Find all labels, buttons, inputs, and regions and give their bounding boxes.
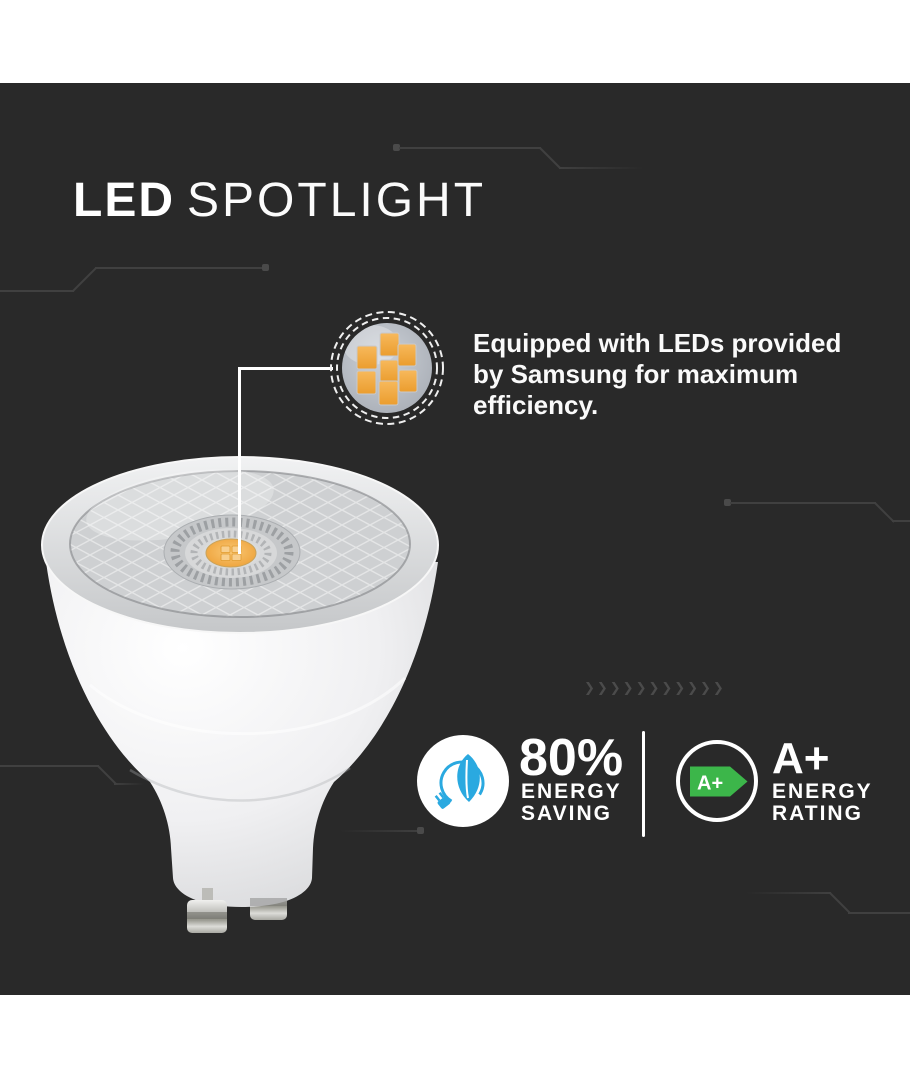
circuit-line (539, 147, 562, 170)
gu10-pin-stem (202, 888, 213, 904)
energy-saving-label-2: SAVING (521, 802, 612, 825)
led-chips-inset (330, 311, 444, 425)
energy-rating-label-2: RATING (772, 802, 863, 825)
circuit-line (0, 765, 99, 767)
body-highlight (89, 676, 407, 736)
led-chip (397, 343, 417, 367)
energy-class-arrow-icon: A+ (690, 766, 748, 797)
top-white-band (0, 0, 910, 83)
circuit-dot (724, 499, 731, 506)
energy-saving-value: 80% (519, 729, 624, 787)
bulb-photo (41, 456, 439, 933)
pin-shade (250, 898, 287, 906)
feature-text: Equipped with LEDs provided by Samsung f… (473, 328, 841, 421)
led-chip (378, 380, 399, 406)
title-led: LED (73, 174, 175, 227)
circuit-line (340, 830, 420, 832)
circuit-line (72, 266, 98, 292)
chevron-row: ❯❯❯❯❯❯❯❯❯❯❯ (584, 681, 726, 696)
circuit-line (746, 892, 831, 894)
energy-saving-label-1: ENERGY (521, 780, 622, 803)
led-chip (356, 345, 378, 370)
callout-line-horizontal (238, 367, 333, 370)
energy-rating-label-1: ENERGY (772, 780, 873, 803)
optic-ribs (170, 517, 294, 587)
led-chip (379, 332, 400, 357)
circuit-line (0, 290, 74, 292)
circuit-line (848, 912, 910, 914)
led-emitter (205, 538, 257, 568)
gu10-pin-left (187, 900, 227, 933)
led-chip-cluster (343, 325, 418, 406)
page-title: LED SPOTLIGHT (73, 173, 486, 228)
energy-rating-value: A+ (772, 734, 830, 783)
circuit-line (95, 267, 265, 269)
circuit-dot (417, 827, 424, 834)
circuit-line (829, 892, 851, 914)
leaf-plug-icon (434, 754, 485, 809)
title-spotlight: SPOTLIGHT (187, 174, 487, 227)
circuit-line (730, 502, 876, 504)
circuit-dot (393, 144, 400, 151)
circuit-line (114, 783, 144, 785)
feature-line: by Samsung for maximum (473, 359, 799, 389)
callout-line-vertical (238, 367, 241, 554)
circuit-line (892, 520, 910, 522)
led-chip (398, 369, 418, 393)
badge-divider (642, 731, 645, 837)
feature-line: efficiency. (473, 390, 599, 420)
led-chip (356, 370, 377, 395)
circuit-line (559, 167, 643, 169)
led-chip (379, 359, 399, 383)
circuit-dot (262, 264, 269, 271)
feature-line: Equipped with LEDs provided (473, 328, 842, 358)
pin-groove (187, 912, 227, 919)
arrow-label: A+ (697, 773, 723, 795)
optic-ribs-inner (190, 530, 272, 576)
inset-dashed-ring-outer (330, 311, 444, 425)
energy-rating-badge (676, 740, 758, 822)
inset-dashed-ring-inner (336, 317, 438, 419)
circuit-line (399, 147, 541, 149)
body-swirl (129, 766, 351, 802)
bottom-white-band (0, 995, 910, 1080)
